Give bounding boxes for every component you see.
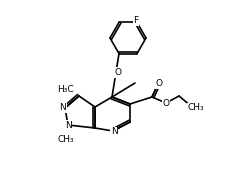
Text: H₃C: H₃C [57,85,73,93]
Text: F: F [134,16,139,25]
Text: O: O [155,80,162,88]
Text: N: N [65,121,71,130]
Text: CH₃: CH₃ [188,103,204,112]
Text: O: O [162,98,170,108]
Text: O: O [114,68,121,77]
Text: N: N [60,103,66,112]
Text: N: N [111,127,117,137]
Text: CH₃: CH₃ [58,135,74,143]
